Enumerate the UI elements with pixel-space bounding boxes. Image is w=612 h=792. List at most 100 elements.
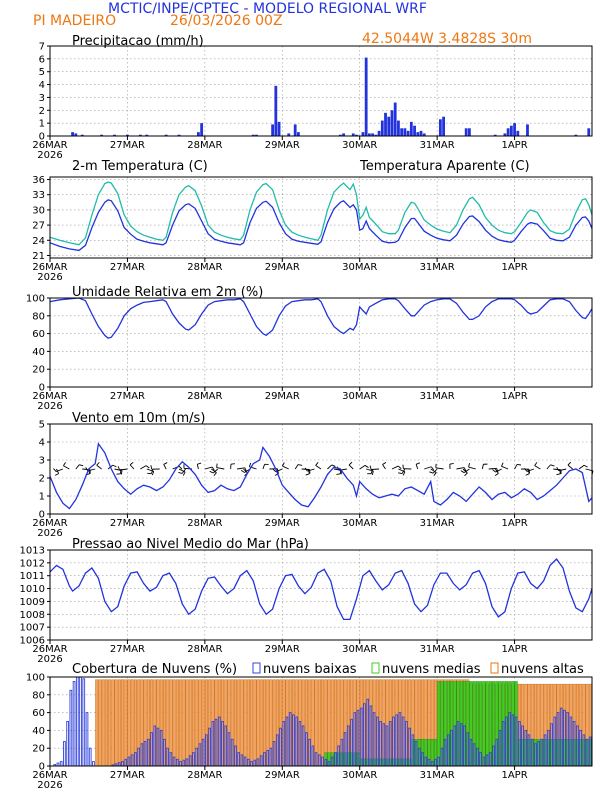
wind-barb xyxy=(401,468,406,474)
precip-frame xyxy=(49,45,593,137)
wind-barb xyxy=(178,468,186,473)
cloud-legend-mid: nuvens medias xyxy=(382,662,481,677)
precip-bar xyxy=(377,130,381,136)
high-cloud-bar xyxy=(185,679,189,767)
mslp-ytick-label: 1010 xyxy=(20,584,45,595)
wind-barb-flag xyxy=(63,462,66,467)
wind-barb-flag xyxy=(556,466,560,471)
wind-barb xyxy=(63,465,70,470)
precip-bar xyxy=(468,128,471,136)
header-title: MCTIC/INPE/CPTEC - MODELO REGIONAL WRF xyxy=(108,1,427,17)
cloud-legend-high: nuvens altas xyxy=(501,662,584,677)
wind-barb-flag xyxy=(550,464,555,467)
wind-barb-flag xyxy=(494,473,499,476)
low-cloud-bar xyxy=(92,761,95,767)
wind-barb-flag xyxy=(178,471,183,474)
wind-barb-flag xyxy=(182,471,186,476)
precip-bar xyxy=(367,133,371,136)
wind-barb xyxy=(558,468,567,472)
rh-ytick-label: 100 xyxy=(26,294,45,305)
precip-bar xyxy=(413,125,416,136)
high-cloud-bar xyxy=(179,679,183,767)
mslp-xtick-label: 30MAR xyxy=(342,644,377,655)
wind-barb-flag xyxy=(567,461,572,466)
wind-barb-flag xyxy=(336,473,341,475)
wind-barb-flag xyxy=(464,472,468,477)
low-cloud-bar xyxy=(66,721,69,767)
wind-barb-flag xyxy=(369,465,372,470)
precip-bar xyxy=(71,132,74,136)
mslp-frame xyxy=(49,549,593,641)
mslp-xtick-label: 31MAR xyxy=(420,644,455,655)
high-cloud-bar xyxy=(114,679,118,767)
wind-barb xyxy=(181,468,186,474)
mslp-ytick-label: 1006 xyxy=(20,636,45,647)
high-cloud-bar xyxy=(317,679,321,767)
wind-barb-flag xyxy=(211,466,215,471)
wind-ytick-label: 4 xyxy=(39,438,45,449)
wind-barb xyxy=(262,464,266,470)
precip-xtick-label: 28MAR xyxy=(187,140,222,151)
wind-barb-flag xyxy=(120,470,123,475)
high-cloud-bar xyxy=(182,679,186,767)
precip-ytick-label: 2 xyxy=(39,106,45,117)
wind-barb xyxy=(481,464,484,470)
temp-frame xyxy=(49,176,593,259)
wind-barb xyxy=(430,468,437,473)
high-cloud-bar xyxy=(101,679,105,767)
precip-ytick-label: 5 xyxy=(39,67,45,78)
precip-xtick-label: 27MAR xyxy=(110,140,145,151)
wind-barb-flag xyxy=(402,471,406,476)
high-cloud-bar xyxy=(256,679,260,767)
precip-bar xyxy=(351,133,355,136)
temp-xtick-label: 29MAR xyxy=(265,262,300,273)
wind-barb xyxy=(119,468,128,471)
precip-bar xyxy=(438,119,442,136)
wind-barb xyxy=(348,464,354,470)
wind-barb-flag xyxy=(54,473,59,476)
precip-xtick-label: 1APR xyxy=(501,140,527,151)
precip-xtick-label: 31MAR xyxy=(420,140,455,151)
high-cloud-bar xyxy=(108,679,112,767)
mslp-ytick-label: 1013 xyxy=(20,546,45,557)
precip-bar xyxy=(387,116,391,136)
mslp-series-line-0 xyxy=(49,558,593,621)
wind-barb xyxy=(391,465,399,470)
wind-barb xyxy=(359,465,366,470)
low-cloud-bar xyxy=(75,676,79,767)
high-cloud-bar xyxy=(121,679,125,767)
wind-barb-flag xyxy=(429,471,434,474)
header-run: 26/03/2026 00Z xyxy=(170,13,283,29)
temp-xtick-label: 1APR xyxy=(501,262,527,273)
temp-title: 2-m Temperatura (C) xyxy=(72,159,208,174)
wind-xtick-label: 29MAR xyxy=(265,518,300,529)
wind-barb xyxy=(150,468,154,474)
rh-xtick-label: 31MAR xyxy=(420,391,455,402)
wind-barb xyxy=(87,468,96,472)
wind-barb xyxy=(514,464,518,470)
wind-barb xyxy=(495,468,502,473)
wind-xtick-year: 2026 xyxy=(37,528,62,539)
wind-xtick-label: 31MAR xyxy=(420,518,455,529)
precip-ytick-label: 0 xyxy=(39,132,45,143)
wind-xtick-label: 1APR xyxy=(501,518,527,529)
wind-barb-flag xyxy=(112,464,117,468)
wind-barb-flag xyxy=(398,472,403,474)
wind-frame xyxy=(49,423,593,515)
precip-title: Precipitacao (mm/h) xyxy=(72,34,204,49)
precip-bar xyxy=(384,112,387,136)
temp-series-line-1 xyxy=(49,199,593,252)
wind-xtick-label: 30MAR xyxy=(342,518,377,529)
wind-barb xyxy=(534,465,541,470)
wind-barb-flag xyxy=(178,466,183,470)
wind-barb-flag xyxy=(304,467,308,472)
wind-barb xyxy=(578,464,585,470)
header-location: 42.5044W 3.4828S 30m xyxy=(362,31,532,47)
rh-xtick-label: 30MAR xyxy=(342,391,377,402)
precip-bar xyxy=(371,133,375,136)
wind-barb-flag xyxy=(282,462,285,467)
cloud-xtick-label: 28MAR xyxy=(187,770,222,781)
cloud-legend-low: nuvens baixas xyxy=(263,662,357,677)
wind-barb-flag xyxy=(315,462,319,466)
mid-cloud-bar xyxy=(485,681,489,767)
